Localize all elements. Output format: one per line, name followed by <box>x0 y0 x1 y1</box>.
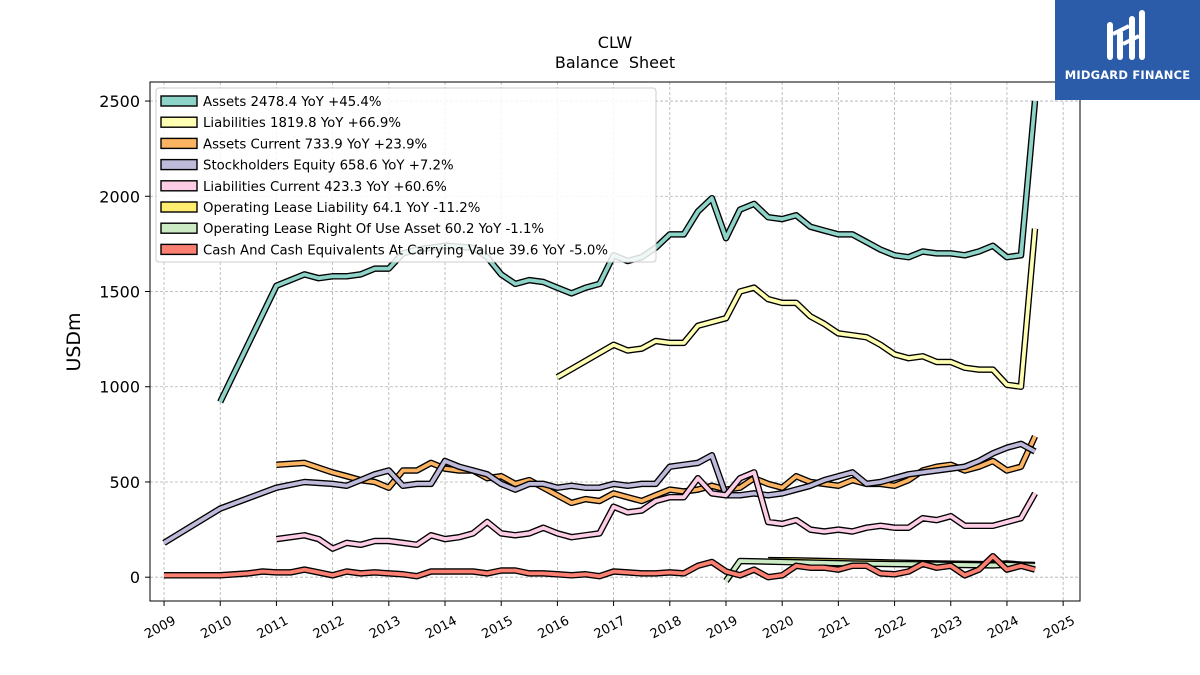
legend-label: Operating Lease Right Of Use Asset 60.2 … <box>203 222 544 237</box>
y-tick-label: 2000 <box>99 187 140 206</box>
y-axis-ticks: 0 500 1000 1500 2000 2500 <box>99 92 150 587</box>
legend-label: Liabilities Current 423.3 YoY +60.6% <box>203 180 447 195</box>
series-liabilities <box>555 228 1039 390</box>
midgard-logo-icon <box>1107 10 1145 60</box>
x-tick-label: 2014 <box>423 614 459 643</box>
legend: Assets 2478.4 YoY +45.4% Liabilities 1819… <box>155 87 657 263</box>
x-tick-label: 2022 <box>873 614 909 643</box>
y-tick-label: 1500 <box>99 283 140 302</box>
x-tick-label: 2012 <box>311 614 347 643</box>
chart-title: CLW <box>598 33 633 52</box>
y-tick-label: 2500 <box>99 92 140 111</box>
series-cash-and-cash-equivalents-at-carrying-value <box>164 552 1036 581</box>
x-tick-label: 2013 <box>367 614 403 643</box>
series-line <box>556 228 1037 389</box>
legend-swatch <box>160 180 198 192</box>
legend-swatch <box>160 222 198 234</box>
legend-swatch <box>160 158 198 171</box>
legend-box <box>155 87 657 263</box>
legend-label: Operating Lease Liability 64.1 YoY -11.2… <box>203 201 480 216</box>
x-tick-label: 2016 <box>536 614 572 643</box>
x-tick-label: 2010 <box>198 614 234 643</box>
series-line <box>164 554 1036 580</box>
x-tick-label: 2017 <box>592 614 628 643</box>
y-tick-label: 0 <box>130 568 140 587</box>
logo-text: MIDGARD FINANCE <box>1064 68 1191 82</box>
x-tick-label: 2023 <box>929 614 965 643</box>
legend-swatch <box>160 116 198 128</box>
x-tick-label: 2025 <box>1041 614 1077 643</box>
y-tick-label: 500 <box>109 473 140 492</box>
x-tick-label: 2021 <box>817 614 853 643</box>
legend-label: Assets Current 733.9 YoY +23.9% <box>203 137 427 152</box>
legend-label: Assets 2478.4 YoY +45.4% <box>203 95 381 110</box>
legend-label: Stockholders Equity 658.6 YoY +7.2% <box>203 159 454 174</box>
y-tick-label: 1000 <box>99 378 140 397</box>
x-tick-label: 2020 <box>760 614 796 643</box>
legend-label: Liabilities 1819.8 YoY +66.9% <box>203 116 401 131</box>
legend-label: Cash And Cash Equivalents At Carrying Va… <box>203 243 608 258</box>
x-tick-label: 2009 <box>142 614 178 643</box>
midgard-finance-logo: MIDGARD FINANCE <box>1055 0 1200 100</box>
x-tick-label: 2015 <box>479 614 515 643</box>
series-liabilities-current <box>275 469 1038 552</box>
legend-swatch <box>160 137 198 150</box>
plot-frame <box>149 81 1081 602</box>
legend-swatch <box>160 243 198 256</box>
x-tick-label: 2011 <box>255 614 291 643</box>
legend-swatch <box>160 95 198 107</box>
x-tick-label: 2018 <box>648 614 684 643</box>
series-line <box>276 470 1037 551</box>
x-tick-label: 2024 <box>985 614 1021 643</box>
y-axis-label: USDm <box>63 312 85 371</box>
series-line <box>163 442 1036 545</box>
x-tick-label: 2019 <box>704 614 740 643</box>
legend-swatch <box>160 201 198 213</box>
series-stockholders-equity <box>162 440 1037 546</box>
x-axis-ticks: 2009 2010 2011 2012 2013 2014 2015 2016 2017 2018… <box>142 601 1078 643</box>
chart-subtitle: Balance Sheet <box>555 53 675 72</box>
